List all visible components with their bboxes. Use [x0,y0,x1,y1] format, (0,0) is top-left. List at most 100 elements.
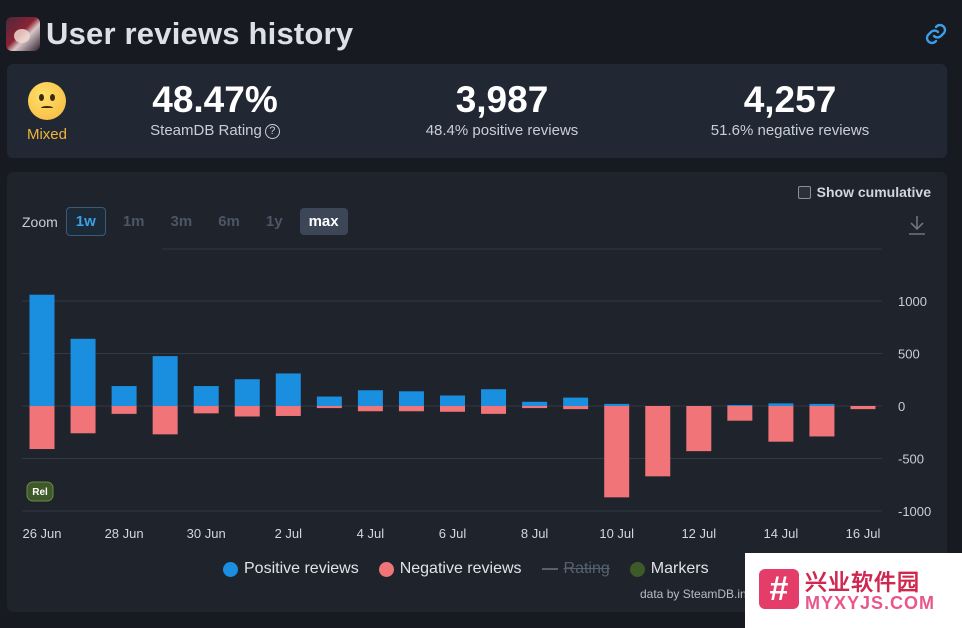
cumulative-checkbox[interactable] [797,185,811,199]
positive-bar [316,396,342,406]
rating-value: 48.47% [152,79,278,120]
negative-bar [152,406,178,435]
x-tick-label: 8 Jul [521,526,549,541]
zoom-1w-button[interactable]: 1w [65,207,106,236]
y-tick-label: 1000 [898,294,927,309]
x-tick-label: 4 Jul [357,526,385,541]
negative-value: 4,257 [743,79,837,120]
y-tick-label: 0 [898,399,905,414]
positive-bar [768,403,794,406]
positive-label: 48.4% positive reviews [425,122,579,139]
legend-markers[interactable]: Markers [629,560,709,578]
zoom-6m-button[interactable]: 6m [218,213,240,230]
legend-negative[interactable]: Negative reviews [378,560,522,578]
rating-summary-label: Mixed [26,126,67,143]
link-icon[interactable] [924,22,948,46]
chart-legend: Positive reviews Negative reviews Rating… [223,560,729,578]
x-tick-label: 6 Jul [439,526,467,541]
x-tick-label: 14 Jul [764,526,799,541]
x-tick-label: 30 Jun [187,526,226,541]
mixed-face-icon [28,82,66,120]
negative-dot-icon [378,561,394,577]
positive-bar [398,391,424,406]
legend-rating-label: Rating [563,560,610,577]
watermark-cn: 兴业软件园 [805,570,921,595]
negative-bar [398,406,424,412]
positive-value: 3,987 [455,79,549,120]
rating-label: SteamDB Rating [150,122,262,139]
positive-bar [234,379,260,406]
legend-positive[interactable]: Positive reviews [223,560,359,578]
x-tick-label: 2 Jul [275,526,303,541]
positive-bar [727,404,753,406]
legend-negative-label: Negative reviews [399,560,522,577]
watermark-logo-icon: # [759,569,799,609]
negative-bar [686,406,712,452]
positive-bar [357,390,383,406]
help-icon[interactable]: ? [264,124,280,139]
positive-bar [481,389,507,406]
negative-bar [768,406,794,442]
show-cumulative-toggle[interactable]: Show cumulative [797,184,931,200]
negative-bar [645,406,671,477]
negative-bar [357,406,383,412]
zoom-label: Zoom [22,213,58,230]
legend-rating[interactable]: Rating [541,560,610,578]
chart-grid [22,248,882,512]
x-axis-ticks: 26 Jun 28 Jun 30 Jun 2 Jul 4 Jul 6 Jul 8 Jul 10… [22,526,880,541]
positive-bars [29,294,835,406]
chart-panel: Show cumulative Zoom 1w 1m 3m 6m 1y max … [7,172,947,612]
y-tick-label: -500 [898,452,924,467]
data-credit[interactable]: data by SteamDB.in [640,587,747,601]
positive-bar [70,338,96,406]
negative-bar [522,406,548,409]
zoom-max-button[interactable]: max [299,208,348,235]
negative-count: 4,257 51.6% negative reviews [695,79,885,140]
negative-bar [29,406,55,450]
page-title: User reviews history [46,16,354,51]
x-tick-label: 16 Jul [846,526,881,541]
negative-bars [29,406,876,498]
zoom-1m-button[interactable]: 1m [122,213,145,230]
cumulative-label: Show cumulative [816,184,931,200]
watermark-en: MYXYJS.COM [805,593,936,613]
zoom-3m-button[interactable]: 3m [170,213,193,230]
positive-count: 3,987 48.4% positive reviews [407,79,597,140]
negative-bar [316,406,342,409]
positive-dot-icon [223,561,238,577]
x-tick-label: 10 Jul [599,526,634,541]
negative-bar [809,406,835,437]
negative-bar [70,406,96,434]
markers-dot-icon [629,561,645,577]
negative-bar [727,406,753,421]
y-tick-label: 500 [898,347,920,362]
negative-bar [850,406,876,410]
positive-bar [111,386,137,406]
negative-bar [481,406,507,414]
negative-label: 51.6% negative reviews [710,122,870,139]
zoom-1y-button[interactable]: 1y [265,213,283,230]
header: User reviews history [6,14,353,54]
chart-markers: Rel [26,481,54,502]
negative-bar [234,406,260,417]
reviews-bar-chart: 1000 500 0 -500 -1000 26 Jun 28 Jun 30 Jun 2 Ju… [22,248,931,541]
negative-bar [604,406,630,498]
y-tick-label: -1000 [898,504,931,519]
x-tick-label: 28 Jun [105,526,144,541]
positive-bar [563,397,589,406]
legend-markers-label: Markers [650,560,709,577]
rating-summary: Mixed [25,82,69,143]
positive-bar [604,403,630,406]
download-icon[interactable] [907,214,927,236]
summary-panel: Mixed 48.47% SteamDB Rating? 3,987 48.4%… [7,64,947,158]
positive-bar [440,395,465,406]
watermark: # 兴业软件园 MYXYJS.COM [745,553,962,628]
positive-bar [809,403,835,406]
positive-bar [152,356,178,406]
negative-bar [193,406,219,414]
y-axis-ticks: 1000 500 0 -500 -1000 [898,294,931,519]
zoom-controls: Zoom 1w 1m 3m 6m 1y max [22,207,356,236]
steamdb-rating: 48.47% SteamDB Rating? [145,80,285,139]
x-tick-label: 26 Jun [22,526,61,541]
positive-bar [275,373,301,406]
